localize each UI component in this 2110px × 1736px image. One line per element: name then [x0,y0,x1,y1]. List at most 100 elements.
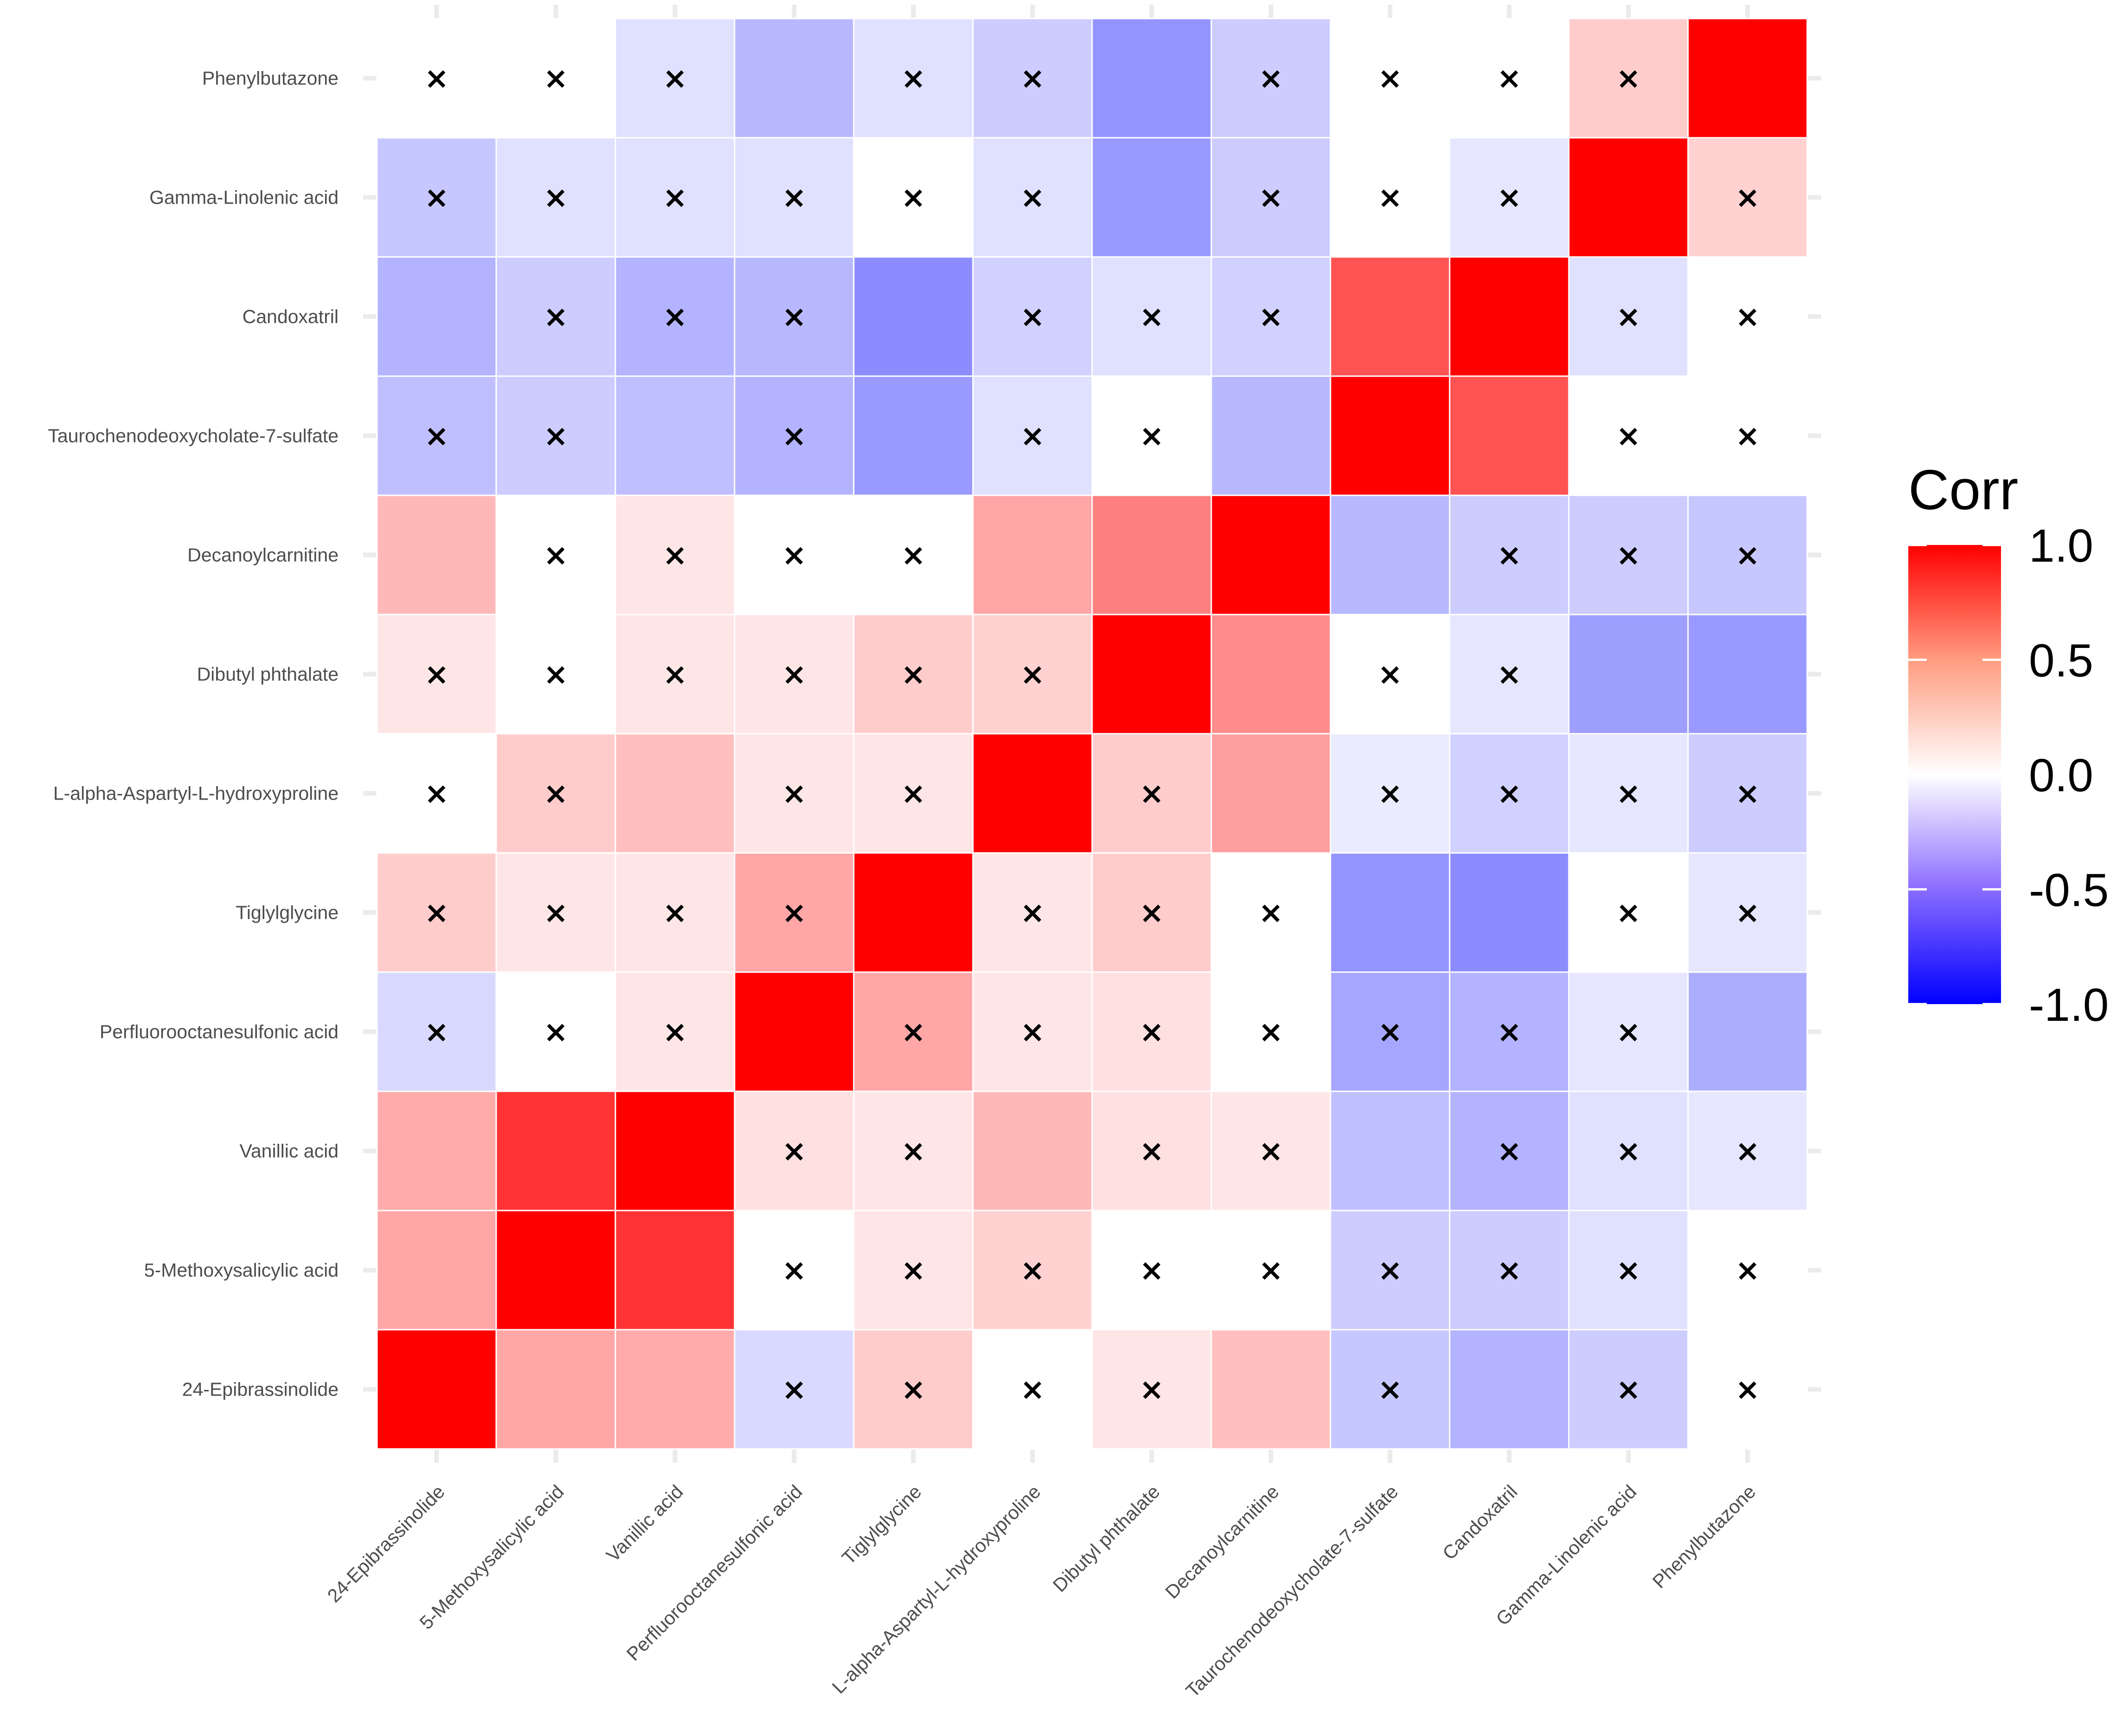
not-significant-marker: × [782,538,807,573]
heatmap-cell [972,375,1093,496]
not-significant-marker: × [1139,777,1164,811]
heatmap-cell [614,1210,735,1331]
not-significant-marker: × [782,1254,807,1288]
heatmap-cell [734,1329,855,1450]
heatmap-cell [734,1210,855,1331]
heatmap-cell [1568,971,1689,1092]
heatmap-cell [1449,1090,1570,1211]
heatmap-cell [376,1210,497,1331]
not-significant-marker: × [424,896,449,930]
not-significant-marker: × [1139,419,1164,454]
not-significant-marker: × [1020,1254,1045,1288]
not-significant-marker: × [1259,300,1284,334]
not-significant-marker: × [1616,896,1641,930]
heatmap-cell [1687,18,1808,139]
heatmap-cell [376,733,497,854]
not-significant-marker: × [1259,1015,1284,1050]
heatmap-cell [614,375,735,496]
heatmap-cell [1687,137,1808,258]
heatmap-cell [1449,614,1570,735]
not-significant-marker: × [1139,896,1164,930]
not-significant-marker: × [1497,62,1522,96]
not-significant-marker: × [663,62,688,96]
color-legend: Corr 1.0 0.5 0.0 -0.5 -1.0 [1908,458,2109,1031]
not-significant-marker: × [1497,777,1522,811]
heatmap-cell [1330,971,1451,1092]
heatmap-cell [1210,733,1331,854]
x-tick-label: Candoxatril [1439,1481,1522,1564]
not-significant-marker: × [424,62,449,96]
heatmap-cell [1330,137,1451,258]
not-significant-marker: × [1616,1015,1641,1050]
heatmap-cell [972,733,1093,854]
y-tick-label: Perfluorooctanesulfonic acid [100,1021,339,1043]
not-significant-marker: × [1735,777,1760,811]
heatmap-cell [734,1090,855,1211]
not-significant-marker: × [663,538,688,573]
heatmap-cell [1687,1329,1808,1450]
heatmap-cell [1568,1210,1689,1331]
not-significant-marker: × [1497,1015,1522,1050]
heatmap-cell [853,375,974,496]
heatmap-cell [972,1090,1093,1211]
heatmap-cell [972,852,1093,973]
heatmap-cell [853,1329,974,1450]
not-significant-marker: × [901,1373,926,1407]
heatmap-cell [1568,18,1689,139]
not-significant-marker: × [901,777,926,811]
not-significant-marker: × [1020,896,1045,930]
heatmap-cell [614,733,735,854]
heatmap-cell [1568,614,1689,735]
heatmap-cell [1210,18,1331,139]
not-significant-marker: × [1020,658,1045,692]
heatmap-cell [853,852,974,973]
heatmap-cell [376,971,497,1092]
heatmap-cell [614,137,735,258]
not-significant-marker: × [543,658,569,692]
not-significant-marker: × [1020,1015,1045,1050]
x-tick-label: 24-Epibrassinolide [323,1481,449,1607]
not-significant-marker: × [543,538,569,573]
heatmap-cell [1330,1090,1451,1211]
heatmap-cell [1330,18,1451,139]
x-tick-label: Taurochenodeoxycholate-7-sulfate [1182,1481,1402,1702]
legend-tick-label: -0.5 [2029,865,2109,916]
heatmap-cells [376,18,1808,1450]
not-significant-marker: × [1735,181,1760,215]
heatmap-cell [1568,1090,1689,1211]
not-significant-marker: × [1259,62,1284,96]
heatmap-cell [495,256,616,377]
heatmap-cell [376,375,497,496]
not-significant-marker: × [901,538,926,573]
y-tick-label: Taurochenodeoxycholate-7-sulfate [48,425,339,447]
not-significant-marker: × [1497,538,1522,573]
y-tick-label: Gamma-Linolenic acid [149,187,339,208]
heatmap-cell [1449,1210,1570,1331]
heatmap-cell [853,971,974,1092]
heatmap-cell [614,1090,735,1211]
heatmap-cell [1568,137,1689,258]
not-significant-marker: × [1139,1373,1164,1407]
heatmap-cell [495,18,616,139]
heatmap-cell [495,1210,616,1331]
not-significant-marker: × [782,777,807,811]
heatmap-cell [495,852,616,973]
heatmap-cell [614,614,735,735]
not-significant-marker: × [663,658,688,692]
heatmap-cell [1091,971,1212,1092]
not-significant-marker: × [782,181,807,215]
not-significant-marker: × [1735,538,1760,573]
heatmap-cell [1449,375,1570,496]
not-significant-marker: × [1020,1373,1045,1407]
heatmap-cell [1568,256,1689,377]
heatmap-cell [1568,1329,1689,1450]
heatmap-cell [1330,614,1451,735]
not-significant-marker: × [901,1254,926,1288]
not-significant-marker: × [424,419,449,454]
not-significant-marker: × [543,1015,569,1050]
heatmap-cell [495,494,616,615]
heatmap-cell [1687,614,1808,735]
not-significant-marker: × [1616,1134,1641,1169]
y-axis-tick-labels: 24-Epibrassinolide 5-Methoxysalicylic aci… [48,68,339,1400]
heatmap-cell [1330,1210,1451,1331]
